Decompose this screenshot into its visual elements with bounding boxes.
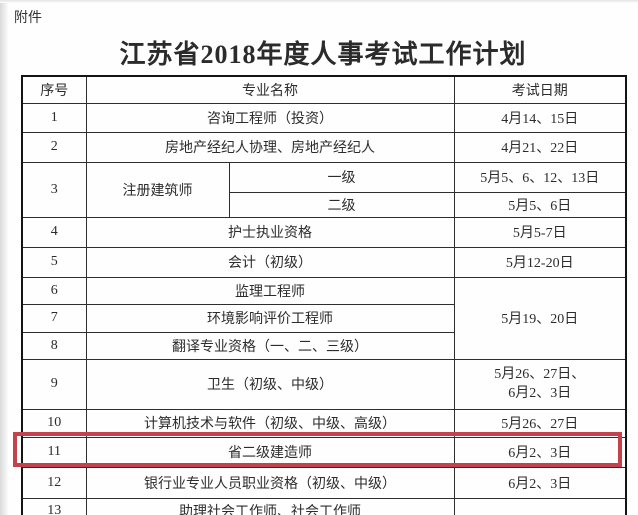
row-date: 5月26、27日 xyxy=(453,408,627,438)
row-date: 5月26、27日、 6月2、3日 xyxy=(453,358,627,410)
row-name: 银行业专业人员职业资格（初级、中级） xyxy=(85,466,455,499)
row-name: 护士执业资格 xyxy=(85,216,455,248)
row-no: 10 xyxy=(21,408,87,438)
row-sublevel: 一级 xyxy=(228,161,455,193)
row-date: 5月5、6、12、13日 xyxy=(453,161,627,193)
row-no: 12 xyxy=(21,466,87,499)
table-row: 13 助理社会工作师、社会工作师 xyxy=(21,497,627,515)
exam-schedule-table: 序号 专业名称 考试日期 1 咨询工程师（投资） 4月14、15日 2 房地产经… xyxy=(21,75,627,515)
table-row: 6 监理工程师 5月19、20日 xyxy=(21,276,627,360)
row-no: 3 xyxy=(21,161,87,218)
table-row: 3 注册建筑师 一级 5月5、6、12、13日 xyxy=(21,161,627,218)
table-header-row: 序号 专业名称 考试日期 xyxy=(21,75,627,104)
row-name: 卫生（初级、中级） xyxy=(85,358,455,410)
header-name: 专业名称 xyxy=(85,75,455,104)
row-no: 4 xyxy=(21,216,87,248)
scan-edge-top-artifact xyxy=(0,0,638,3)
row-no: 2 xyxy=(21,131,87,163)
row-name: 咨询工程师（投资） xyxy=(85,102,455,133)
table-row: 1 咨询工程师（投资） 4月14、15日 xyxy=(21,102,627,133)
table-row: 12 银行业专业人员职业资格（初级、中级） 6月2、3日 xyxy=(21,466,627,499)
header-no: 序号 xyxy=(21,75,87,104)
row-no: 1 xyxy=(21,102,87,133)
row-date: 5月5、6日 xyxy=(453,191,627,218)
row-name: 监理工程师 xyxy=(85,276,455,305)
row-date: 6月2、3日 xyxy=(453,466,627,499)
table-row: 9 卫生（初级、中级） 5月26、27日、 6月2、3日 xyxy=(21,358,627,410)
row-date: 5月5-7日 xyxy=(453,216,627,248)
row-no: 6 xyxy=(21,276,87,305)
row-date: 5月12-20日 xyxy=(453,246,627,278)
header-date: 考试日期 xyxy=(453,75,627,104)
row-no: 5 xyxy=(21,246,87,278)
row-date: 6月2、3日 xyxy=(453,436,627,468)
row-date: 4月14、15日 xyxy=(453,102,627,133)
row-name: 助理社会工作师、社会工作师 xyxy=(85,497,455,515)
row-no: 7 xyxy=(21,303,87,333)
scan-edge-artifact xyxy=(0,0,8,515)
row-name: 计算机技术与软件（初级、中级、高级） xyxy=(85,408,455,438)
row-sublevel: 二级 xyxy=(228,191,455,218)
table-row: 4 护士执业资格 5月5-7日 xyxy=(21,216,627,248)
row-name: 房地产经纪人协理、房地产经纪人 xyxy=(85,131,455,163)
row-no: 9 xyxy=(21,358,87,410)
table-row: 5 会计（初级） 5月12-20日 xyxy=(21,246,627,278)
table-row: 8 翻译专业资格（一、二、三级） xyxy=(21,331,626,360)
table-row: 2 房地产经纪人协理、房地产经纪人 4月21、22日 xyxy=(21,131,627,163)
table-row: 10 计算机技术与软件（初级、中级、高级） 5月26、27日 xyxy=(21,408,627,438)
row-date: 4月21、22日 xyxy=(453,131,627,163)
row-name: 翻译专业资格（一、二、三级） xyxy=(85,331,455,360)
row-name: 会计（初级） xyxy=(85,246,455,278)
row-date-merged: 5月19、20日 xyxy=(453,276,627,360)
page-title: 江苏省2018年度人事考试工作计划 xyxy=(119,40,527,69)
row-date xyxy=(453,497,627,515)
table-row-highlighted: 11 省二级建造师 6月2、3日 xyxy=(21,436,627,468)
table-row: 二级 5月5、6日 xyxy=(22,191,627,218)
row-name: 环境影响评价工程师 xyxy=(85,303,455,333)
attachment-label: 附件 xyxy=(14,11,42,26)
row-no: 8 xyxy=(21,331,87,360)
row-no: 11 xyxy=(21,436,87,468)
row-name: 省二级建造师 xyxy=(85,436,455,468)
row-no: 13 xyxy=(21,497,87,515)
row-name: 注册建筑师 xyxy=(85,161,230,218)
